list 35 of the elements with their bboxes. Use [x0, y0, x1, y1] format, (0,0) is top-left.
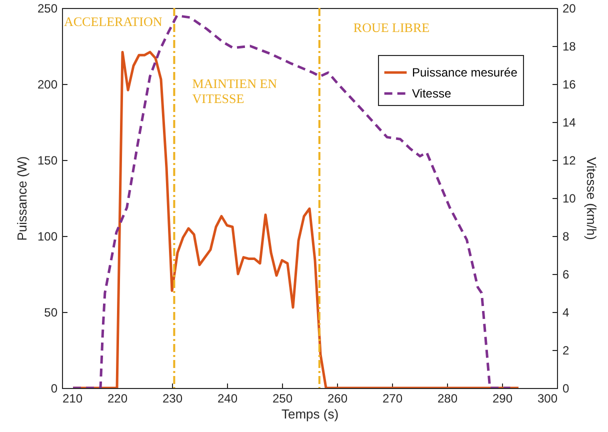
- x-tick-label: 210: [62, 392, 83, 406]
- x-tick-label: 280: [437, 392, 458, 406]
- y2-tick-label: 4: [562, 306, 570, 320]
- x-tick-label: 270: [382, 392, 403, 406]
- y2-axis-title: Vitesse (km/h): [584, 157, 599, 240]
- y2-tick-label: 16: [562, 78, 576, 92]
- y2-tick-label: 6: [562, 268, 570, 282]
- y2-tick-label: 2: [562, 344, 570, 358]
- y2-tick-label: 18: [562, 40, 576, 54]
- y-tick-label: 200: [37, 78, 58, 92]
- y-tick-label: 50: [44, 306, 58, 320]
- y2-tick-label: 10: [562, 192, 576, 206]
- annotation: ROUE LIBRE: [353, 20, 430, 35]
- x-tick-label: 250: [272, 392, 293, 406]
- y2-tick-label: 20: [562, 2, 576, 16]
- y-tick-label: 250: [37, 2, 58, 16]
- annotation: MAINTIEN EN VITESSE: [192, 76, 278, 106]
- legend-label: Puissance mesurée: [412, 66, 518, 80]
- y2-tick-label: 8: [562, 230, 570, 244]
- x-tick-label: 300: [537, 392, 558, 406]
- x-tick-label: 240: [217, 392, 238, 406]
- y-axis-title: Puissance (W): [14, 156, 30, 241]
- y-tick-label: 0: [50, 382, 58, 396]
- x-tick-label: 220: [107, 392, 128, 406]
- y2-tick-label: 0: [562, 382, 570, 396]
- x-axis-title: Temps (s): [281, 406, 339, 422]
- x-tick-label: 290: [492, 392, 513, 406]
- x-tick-label: 230: [162, 392, 183, 406]
- x-tick-label: 260: [327, 392, 348, 406]
- y-tick-label: 100: [37, 230, 58, 244]
- y2-tick-label: 12: [562, 154, 576, 168]
- legend-label: Vitesse: [412, 86, 452, 100]
- annotation: ACCELERATION: [64, 14, 163, 29]
- y-tick-label: 150: [37, 154, 58, 168]
- y2-tick-label: 14: [562, 116, 576, 130]
